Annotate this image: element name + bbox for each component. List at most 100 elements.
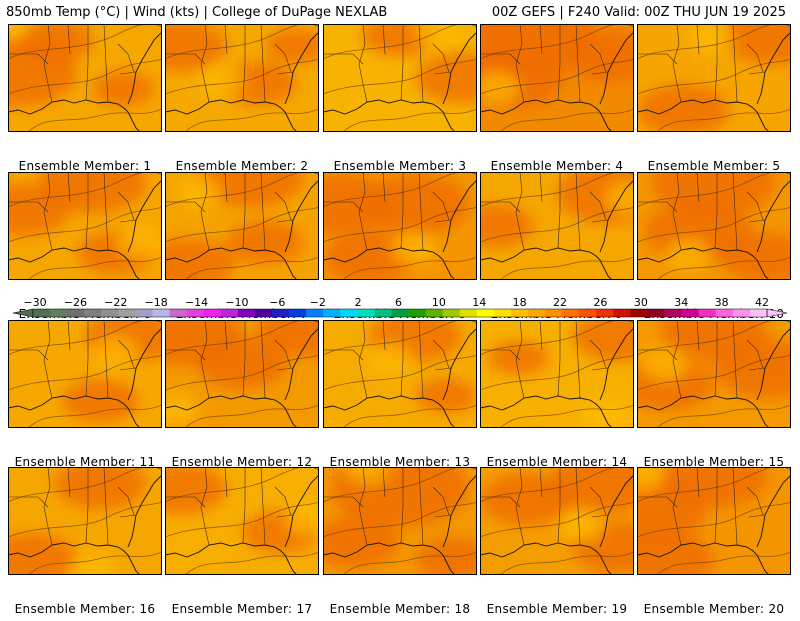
- colorbar-swatch: [33, 309, 51, 317]
- panel-frame: [165, 467, 319, 575]
- panel-frame: [480, 320, 634, 428]
- coastline: [480, 31, 634, 132]
- colorbar-swatch: [84, 309, 102, 317]
- temperature-map: [480, 172, 634, 280]
- state-borders: [165, 320, 294, 399]
- ensemble-member-panel: Ensemble Member: 7: [165, 172, 319, 326]
- temperature-map: [637, 320, 791, 428]
- temperature-map: [323, 24, 477, 132]
- height-contour: [656, 256, 791, 280]
- cool-anomaly: [70, 553, 115, 575]
- warm-anomaly: [564, 30, 634, 83]
- cool-anomaly: [391, 232, 436, 265]
- height-contour: [27, 256, 162, 280]
- height-contour: [27, 551, 162, 575]
- colorbar-swatch: [732, 309, 751, 317]
- coastline: [8, 179, 162, 280]
- warm-anomaly: [637, 84, 730, 132]
- colorbar-swatch: [220, 309, 239, 317]
- colorbar-swatch: [613, 309, 631, 317]
- colorbar-swatch: [442, 309, 461, 317]
- colorbar-tick-label: −26: [63, 296, 87, 309]
- ensemble-member-panel: Ensemble Member: 18: [323, 467, 477, 621]
- colorbar-swatch: [391, 309, 409, 317]
- warm-anomaly: [714, 338, 791, 399]
- state-borders: [8, 320, 137, 399]
- height-contour: [8, 354, 162, 391]
- panel-frame: [480, 172, 634, 280]
- height-contour: [184, 551, 319, 575]
- ensemble-member-panel: Ensemble Member: 16: [8, 467, 162, 621]
- cool-anomaly: [165, 393, 198, 426]
- warm-anomaly: [165, 467, 227, 515]
- map-title: 850mb Temp (°C) | Wind (kts) | College o…: [6, 5, 388, 20]
- ensemble-member-panel: Ensemble Member: 11: [8, 320, 162, 474]
- cool-anomaly: [480, 71, 519, 104]
- temperature-map: [323, 172, 477, 280]
- height-contour: [165, 206, 319, 243]
- cool-anomaly: [8, 24, 30, 40]
- state-borders: [637, 320, 766, 399]
- coastline: [8, 31, 162, 132]
- ensemble-member-panel: Ensemble Member: 2: [165, 24, 319, 178]
- panel-frame: [8, 172, 162, 280]
- colorbar-scale: [12, 308, 788, 318]
- colorbar-tick-label: 2: [354, 296, 362, 309]
- colorbar-swatch: [237, 309, 256, 317]
- warm-anomaly: [226, 220, 304, 264]
- height-contour: [480, 206, 634, 243]
- colorbar-swatch: [340, 309, 358, 317]
- state-borders: [165, 24, 294, 103]
- ensemble-member-panel: Ensemble Member: 1: [8, 24, 162, 178]
- panel-frame: [323, 467, 477, 575]
- warm-anomaly: [165, 24, 227, 72]
- coastline: [323, 327, 477, 428]
- colorbar-swatch: [186, 309, 204, 317]
- state-borders: [480, 172, 609, 251]
- height-contour: [27, 404, 162, 428]
- ensemble-member-panel: Ensemble Member: 20: [637, 467, 791, 621]
- warm-anomaly: [361, 174, 470, 235]
- panel-frame: [165, 172, 319, 280]
- warm-anomaly: [92, 71, 155, 107]
- temperature-map: [480, 467, 634, 575]
- ensemble-member-panel: Ensemble Member: 14: [480, 320, 634, 474]
- warm-anomaly: [572, 320, 634, 363]
- colorbar-swatch: [715, 309, 734, 317]
- colorbar-swatch: [254, 309, 273, 317]
- height-contour: [184, 108, 319, 132]
- colorbar-swatch: [493, 309, 512, 317]
- height-contour: [499, 551, 634, 575]
- colorbar-swatch: [681, 309, 700, 317]
- colorbar-swatch: [67, 309, 85, 317]
- warm-anomaly: [61, 379, 139, 423]
- colorbar-swatch: [135, 309, 153, 317]
- state-borders: [323, 467, 452, 546]
- ensemble-member-panel: Ensemble Member: 3: [323, 24, 477, 178]
- height-contour: [27, 108, 162, 132]
- cool-anomaly: [368, 342, 413, 375]
- warm-anomaly: [195, 337, 289, 390]
- state-borders: [165, 172, 294, 251]
- colorbar-swatch: [630, 309, 648, 317]
- warm-anomaly: [323, 516, 400, 569]
- ensemble-member-panel: Ensemble Member: 12: [165, 320, 319, 474]
- panel-frame: [165, 24, 319, 132]
- state-borders: [323, 320, 452, 399]
- height-contour: [342, 404, 477, 428]
- colorbar-tick-label: −30: [23, 296, 47, 309]
- ensemble-member-label: Ensemble Member: 1: [18, 159, 152, 173]
- cool-anomaly: [637, 467, 664, 491]
- ensemble-member-panel: Ensemble Member: 8: [323, 172, 477, 326]
- height-contour: [637, 58, 791, 95]
- model-valid-time: 00Z GEFS | F240 Valid: 00Z THU JUN 19 20…: [491, 5, 786, 20]
- ensemble-member-panel: Ensemble Member: 6: [8, 172, 162, 326]
- height-contour: [499, 404, 634, 428]
- state-borders: [637, 467, 766, 546]
- coastline: [8, 327, 162, 428]
- state-borders: [637, 24, 766, 103]
- colorbar-swatch: [528, 309, 546, 317]
- height-contour: [165, 354, 319, 391]
- colorbar-swatch: [579, 309, 597, 317]
- colorbar-swatch: [169, 309, 187, 317]
